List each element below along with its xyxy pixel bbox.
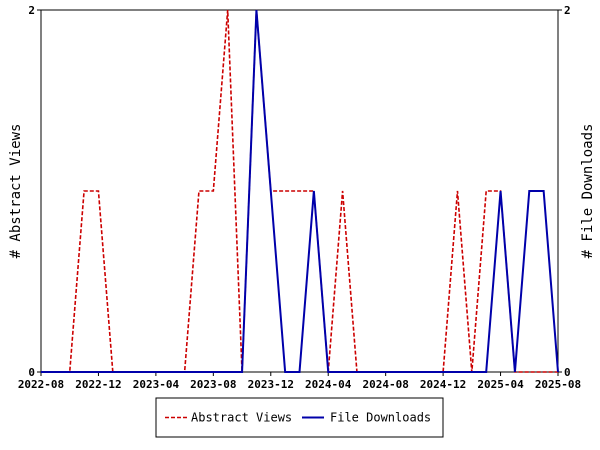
legend-box [155, 397, 444, 438]
y-right-tick-label: 2 [564, 4, 571, 17]
series-line-abstract-views [41, 9, 558, 373]
x-tick-label: 2023-08 [190, 378, 236, 391]
legend-label: File Downloads [330, 411, 431, 425]
y-right-axis-title: # File Downloads [580, 124, 596, 259]
x-tick-label: 2024-08 [362, 378, 408, 391]
y-right-tick-label: 0 [564, 366, 571, 379]
x-tick-label: 2024-12 [420, 378, 466, 391]
x-tick-label: 2022-08 [18, 378, 64, 391]
y-left-axis-title: # Abstract Views [8, 124, 24, 259]
x-tick-label: 2023-12 [248, 378, 294, 391]
legend-label: Abstract Views [191, 411, 292, 425]
x-tick-label: 2023-04 [133, 378, 180, 391]
y-left-tick-label: 0 [28, 366, 35, 379]
x-tick-label: 2025-04 [477, 378, 524, 391]
x-tick-label: 2025-08 [535, 378, 581, 391]
x-tick-label: 2024-04 [305, 378, 352, 391]
series-line-file-downloads [41, 9, 559, 373]
x-tick-label: 2022-12 [75, 378, 121, 391]
y-left-tick-label: 2 [28, 4, 35, 17]
